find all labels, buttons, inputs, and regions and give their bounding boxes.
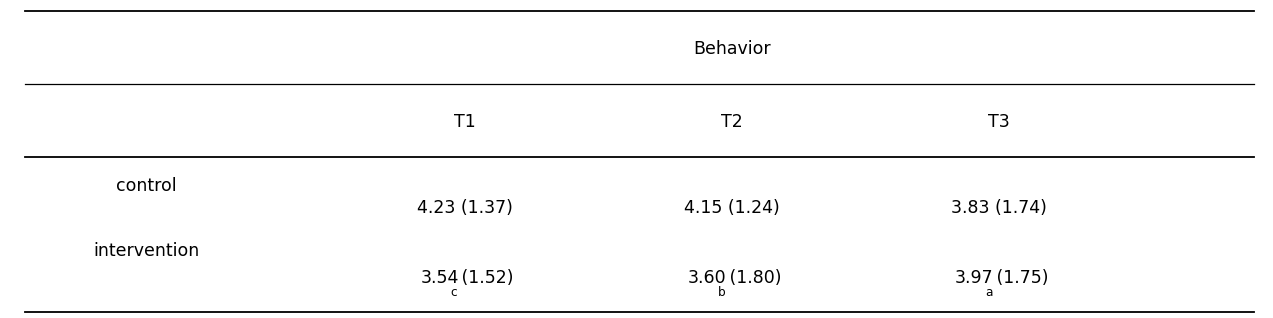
Text: 4.15 (1.24): 4.15 (1.24) <box>684 199 780 217</box>
Text: (1.80): (1.80) <box>723 269 782 287</box>
Text: 3.54: 3.54 <box>420 269 458 287</box>
Text: Behavior: Behavior <box>694 40 770 58</box>
Text: control: control <box>116 177 177 195</box>
Text: 4.23 (1.37): 4.23 (1.37) <box>416 199 513 217</box>
Text: c: c <box>451 287 457 299</box>
Text: T1: T1 <box>453 114 476 131</box>
Text: (1.52): (1.52) <box>456 269 514 287</box>
Text: T3: T3 <box>988 114 1011 131</box>
Text: (1.75): (1.75) <box>990 269 1049 287</box>
Text: 3.97: 3.97 <box>955 269 994 287</box>
Text: a: a <box>985 287 993 299</box>
Text: 3.83 (1.74): 3.83 (1.74) <box>951 199 1048 217</box>
Text: T2: T2 <box>721 114 743 131</box>
Text: intervention: intervention <box>93 242 200 260</box>
Text: b: b <box>718 287 726 299</box>
Text: 3.60: 3.60 <box>687 269 727 287</box>
